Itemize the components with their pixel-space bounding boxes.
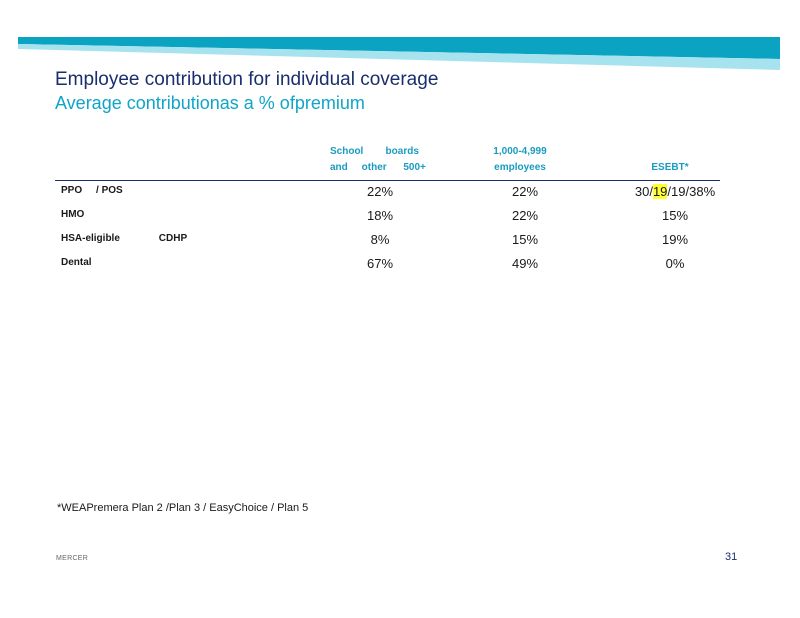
cell-esebt: 15% xyxy=(661,208,689,223)
table-header-rule xyxy=(55,180,720,181)
row-label: HSA-eligible CDHP xyxy=(61,233,188,244)
table-row-hmo: HMO 18% 22% 15% xyxy=(55,205,720,229)
row-label: Dental xyxy=(61,257,92,268)
column-header-esebt: ESEBT* xyxy=(651,162,689,173)
column-header-employees-line2: employees xyxy=(494,162,546,173)
cell-employees: 15% xyxy=(511,232,539,247)
cell-esebt-post: /19/38% xyxy=(667,184,716,199)
mercer-brand: MERCER xyxy=(56,555,89,562)
table-row-dental: Dental 67% 49% 0% xyxy=(55,253,720,277)
cell-employees: 22% xyxy=(511,208,539,223)
row-label: PPO / POS xyxy=(61,185,123,196)
banner-dark-stripe xyxy=(18,37,780,59)
cell-esebt: 0% xyxy=(665,256,685,271)
cell-school-boards: 22% xyxy=(366,184,394,199)
page-number: 31 xyxy=(725,551,738,563)
cell-esebt: 30/19/19/38% xyxy=(615,184,735,199)
banner-light-stripe xyxy=(18,44,780,70)
cell-esebt-highlight: 19 xyxy=(652,184,668,199)
cell-employees: 22% xyxy=(511,184,539,199)
row-label: HMO xyxy=(61,209,85,220)
column-header-school-boards: School boards and other 500+ xyxy=(330,144,426,176)
footnote: *WEAPremera Plan 2 /Plan 3 / EasyChoice … xyxy=(57,502,309,514)
header-banner xyxy=(18,37,780,70)
cell-employees: 49% xyxy=(511,256,539,271)
cell-school-boards: 8% xyxy=(370,232,390,247)
column-header-employees: 1,000-4,999 employees xyxy=(480,144,560,176)
table-row-hsa-cdhp: HSA-eligible CDHP 8% 15% 19% xyxy=(55,229,720,253)
cell-school-boards: 67% xyxy=(366,256,394,271)
column-header-employees-line1: 1,000-4,999 xyxy=(493,146,547,157)
cell-esebt: 19% xyxy=(661,232,689,247)
column-header-school-line1: School boards xyxy=(330,146,419,157)
cell-esebt-pre: 30/ xyxy=(634,184,653,199)
slide-title: Employee contribution for individual cov… xyxy=(55,69,439,90)
column-header-school-line2: and other 500+ xyxy=(330,162,426,173)
table-row-ppo-pos: PPO / POS 22% 22% 30/19/19/38% xyxy=(55,181,720,205)
slide-subtitle: Average contributionas a % ofpremium xyxy=(55,93,365,113)
cell-school-boards: 18% xyxy=(366,208,394,223)
